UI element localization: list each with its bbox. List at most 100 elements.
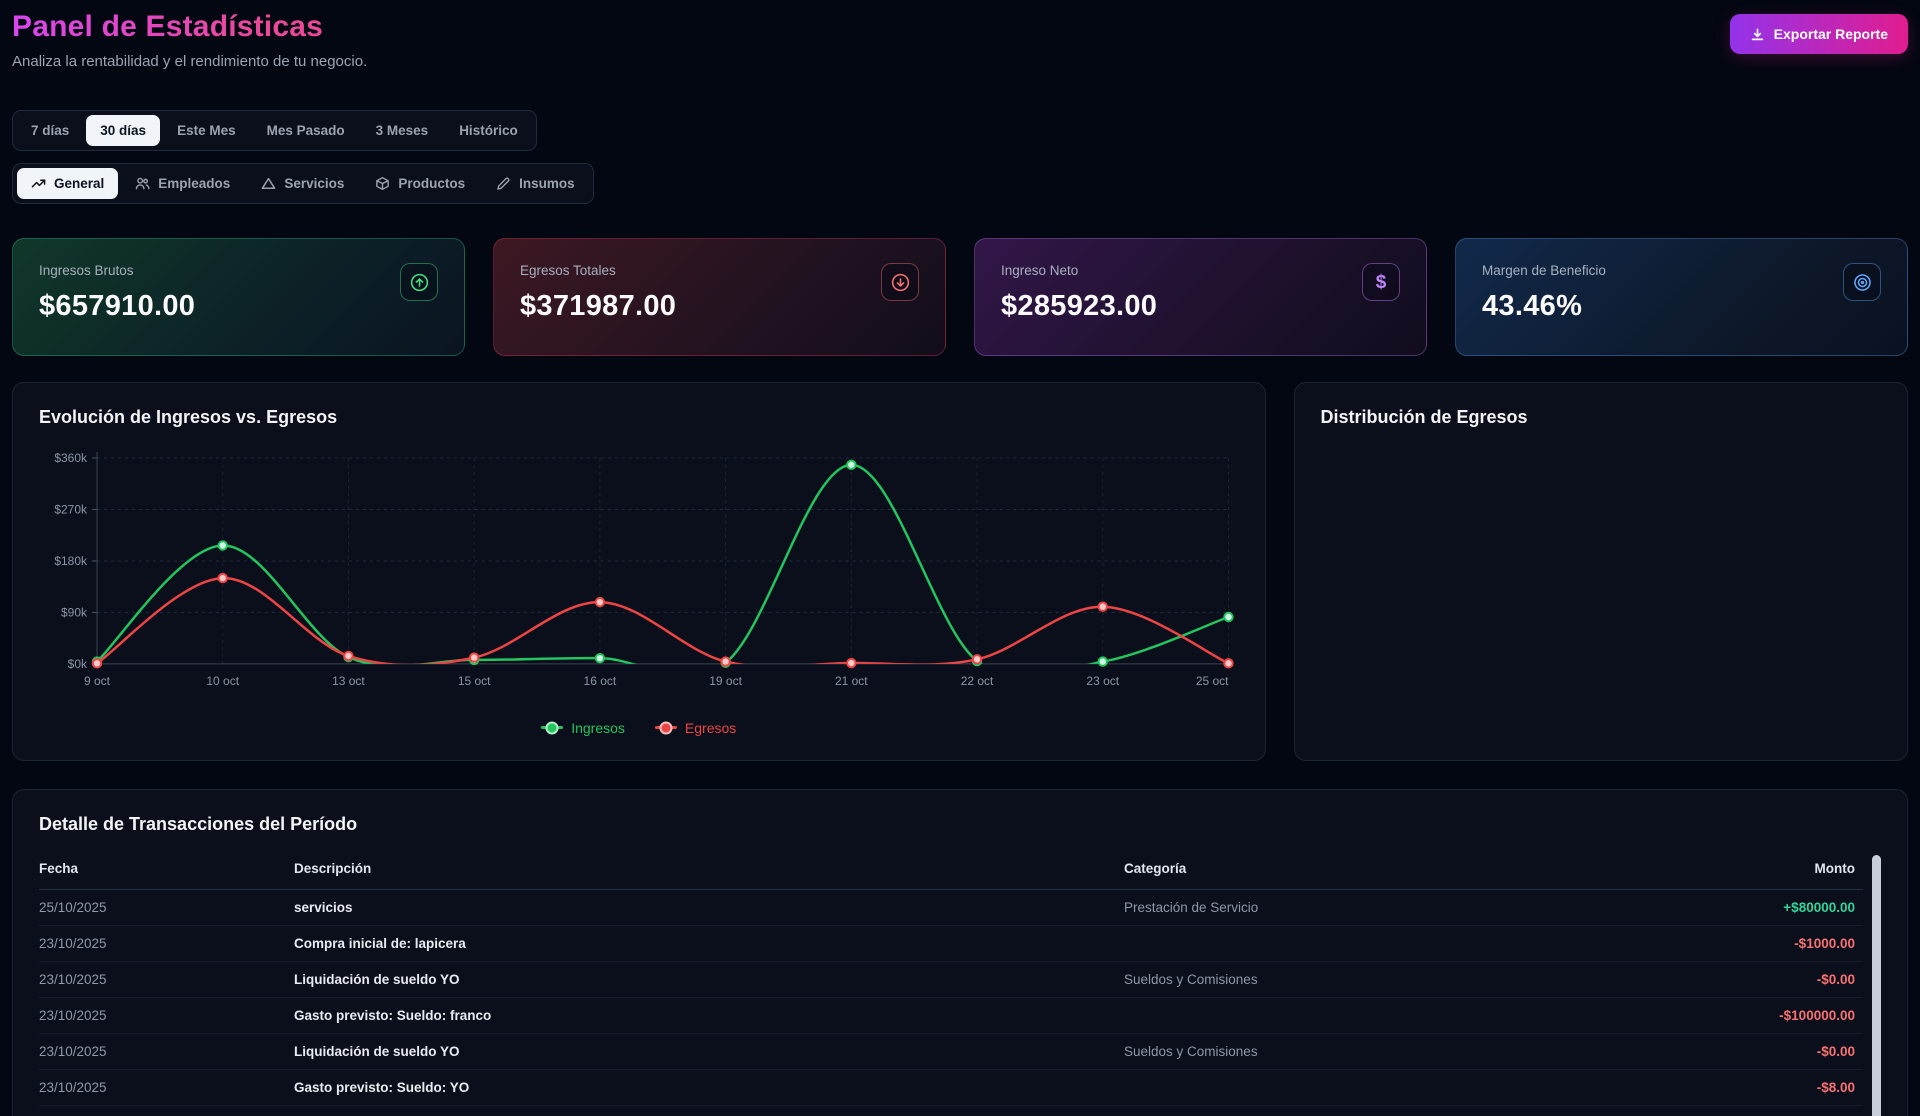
svg-text:9 oct: 9 oct <box>84 674 111 688</box>
page-title: Panel de Estadísticas <box>12 10 367 44</box>
table-row: 23/10/2025 Compra inicial de: lapicera -… <box>39 925 1863 962</box>
page-subtitle: Analiza la rentabilidad y el rendimiento… <box>12 53 368 70</box>
legend-marker <box>654 726 677 730</box>
pencil-icon <box>496 176 511 191</box>
pie-chart-title: Distribución de Egresos <box>1320 407 1528 427</box>
table-row: 25/10/2025 servicios Prestación de Servi… <box>39 889 1863 926</box>
chart-legend: Ingresos Egresos <box>39 720 1239 736</box>
cell-fecha: 23/10/2025 <box>39 1069 294 1106</box>
cell-monto: -$8.00 <box>1564 1069 1863 1106</box>
tab-productos-label: Productos <box>398 176 466 191</box>
period-tab-mes-pasado[interactable]: Mes Pasado <box>253 115 359 146</box>
svg-text:$90k: $90k <box>61 605 88 619</box>
col-fecha: Fecha <box>39 854 294 890</box>
cell-fecha: 25/10/2025 <box>39 889 294 926</box>
stat-label: Ingreso Neto <box>1001 263 1079 278</box>
svg-text:22 oct: 22 oct <box>961 674 994 688</box>
svg-text:23 oct: 23 oct <box>1086 674 1119 688</box>
legend-label: Egresos <box>684 719 737 736</box>
package-icon <box>375 176 390 191</box>
svg-text:25 oct: 25 oct <box>1196 674 1229 688</box>
stat-value: $371987.00 <box>520 290 677 322</box>
table-row: 23/10/2025 Lavado de auto Propinas +$950… <box>39 1105 1863 1116</box>
cell-monto: -$0.00 <box>1564 961 1863 998</box>
cell-monto: -$100000.00 <box>1564 997 1863 1034</box>
header-text: Panel de Estadísticas Analiza la rentabi… <box>12 10 367 70</box>
cell-descripcion: servicios <box>294 889 1124 926</box>
export-report-label: Exportar Reporte <box>1773 26 1888 42</box>
stat-card-ingreso-neto: Ingreso Neto $285923.00 $ <box>974 238 1427 356</box>
line-chart-panel: Evolución de Ingresos vs. Egresos $0k $90… <box>12 382 1266 761</box>
stat-label: Egresos Totales <box>520 263 616 278</box>
transactions-table: Fecha Descripción Categoría Monto 25/10/… <box>39 854 1863 1116</box>
stat-value: $285923.00 <box>1001 290 1158 322</box>
table-row: 23/10/2025 Gasto previsto: Sueldo: YO -$… <box>39 1069 1863 1106</box>
period-tab-7-dias[interactable]: 7 días <box>17 115 83 146</box>
legend-label: Ingresos <box>571 719 625 736</box>
arrow-down-circle-icon <box>881 263 919 301</box>
cell-fecha: 23/10/2025 <box>39 925 294 962</box>
legend-item-egresos[interactable]: Egresos <box>654 719 737 736</box>
cell-monto: -$1000.00 <box>1564 925 1863 962</box>
dollar-icon: $ <box>1362 263 1400 301</box>
target-icon <box>1843 263 1881 301</box>
table-header-row: Fecha Descripción Categoría Monto <box>39 854 1863 890</box>
table-row: 23/10/2025 Liquidación de sueldo YO Suel… <box>39 961 1863 998</box>
col-descripcion: Descripción <box>294 854 1124 890</box>
stat-card-ingresos-brutos: Ingresos Brutos $657910.00 <box>12 238 465 356</box>
tab-servicios[interactable]: Servicios <box>247 168 358 199</box>
stat-value: $657910.00 <box>39 290 196 322</box>
tab-general[interactable]: General <box>17 168 119 199</box>
ingresos-egresos-line-chart: $0k $90k $180k $270k $360k 9 oct 10 oct 13 oct 1… <box>54 451 1234 688</box>
svg-text:$180k: $180k <box>54 554 88 568</box>
transactions-panel: Detalle de Transacciones del Período Fec… <box>12 788 1908 1116</box>
cell-descripcion: Compra inicial de: lapicera <box>294 925 1124 962</box>
svg-text:19 oct: 19 oct <box>709 674 742 688</box>
cell-monto: +$80000.00 <box>1564 889 1863 926</box>
cell-monto: +$950.00 <box>1564 1105 1863 1116</box>
triangle-icon <box>261 176 276 191</box>
transactions-title: Detalle de Transacciones del Período <box>39 813 358 834</box>
stat-label: Ingresos Brutos <box>39 263 134 278</box>
period-tab-30-dias[interactable]: 30 días <box>86 115 161 146</box>
svg-text:21 oct: 21 oct <box>835 674 868 688</box>
stat-card-egresos-totales: Egresos Totales $371987.00 <box>493 238 946 356</box>
trending-up-icon <box>31 176 46 191</box>
cell-fecha: 23/10/2025 <box>39 961 294 998</box>
table-scrollbar[interactable] <box>1872 854 1881 1116</box>
export-report-button[interactable]: Exportar Reporte <box>1729 14 1908 54</box>
col-categoria: Categoría <box>1124 854 1564 890</box>
col-monto: Monto <box>1564 854 1863 890</box>
tab-productos[interactable]: Productos <box>361 168 479 199</box>
cell-categoria: Prestación de Servicio <box>1124 889 1564 926</box>
tab-empleados-label: Empleados <box>158 176 231 191</box>
tab-general-label: General <box>54 176 105 191</box>
legend-item-ingresos[interactable]: Ingresos <box>541 720 625 736</box>
cell-descripcion: Liquidación de sueldo YO <box>294 1033 1124 1070</box>
stat-cards-row: Ingresos Brutos $657910.00 Egresos Total… <box>12 238 1908 356</box>
period-tab-3-meses[interactable]: 3 Meses <box>362 115 443 146</box>
table-row: 23/10/2025 Gasto previsto: Sueldo: franc… <box>39 997 1863 1034</box>
cell-categoria: Sueldos y Comisiones <box>1124 1033 1564 1070</box>
header: Panel de Estadísticas Analiza la rentabi… <box>12 10 1908 70</box>
tab-insumos[interactable]: Insumos <box>482 168 589 199</box>
cell-descripcion: Gasto previsto: Sueldo: YO <box>294 1069 1124 1106</box>
cell-monto: -$0.00 <box>1564 1033 1863 1070</box>
svg-text:$360k: $360k <box>54 451 88 465</box>
cell-fecha: 23/10/2025 <box>39 1033 294 1070</box>
period-tab-historico[interactable]: Histórico <box>445 115 532 146</box>
tab-insumos-label: Insumos <box>519 176 575 191</box>
period-tab-este-mes[interactable]: Este Mes <box>163 115 250 146</box>
svg-text:16 oct: 16 oct <box>584 674 617 688</box>
cell-categoria: Propinas <box>1124 1105 1564 1116</box>
arrow-up-circle-icon <box>400 263 438 301</box>
svg-text:10 oct: 10 oct <box>206 674 239 688</box>
cell-categoria: Sueldos y Comisiones <box>1124 961 1564 998</box>
tab-empleados[interactable]: Empleados <box>121 168 244 199</box>
cell-categoria <box>1124 925 1564 962</box>
svg-text:15 oct: 15 oct <box>458 674 491 688</box>
download-icon <box>1750 27 1765 42</box>
people-icon <box>135 176 150 191</box>
cell-fecha: 23/10/2025 <box>39 997 294 1034</box>
svg-text:$0k: $0k <box>68 657 88 671</box>
